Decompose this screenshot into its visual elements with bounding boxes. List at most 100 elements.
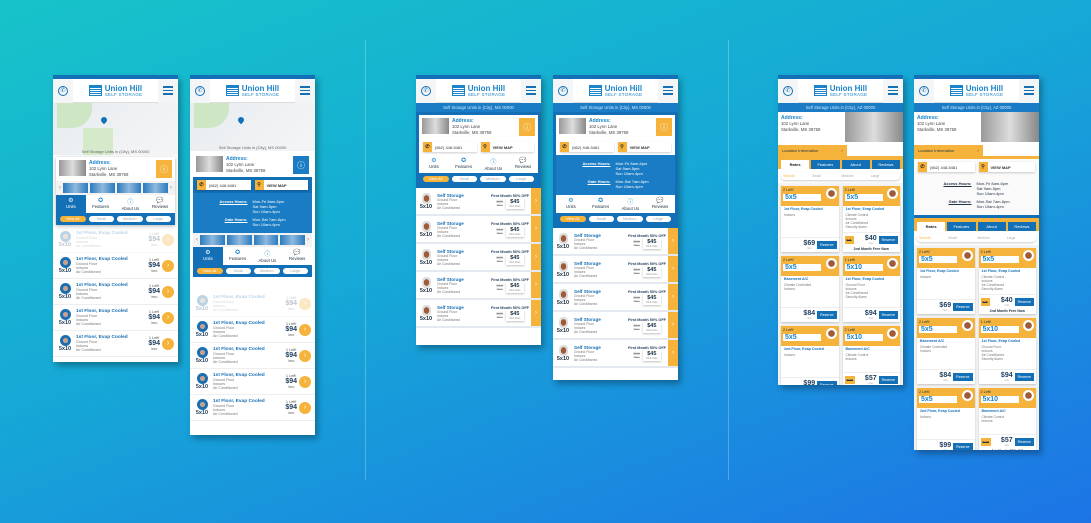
gallery-thumbnail[interactable] (89, 183, 115, 193)
filter-medium[interactable]: Medium (841, 174, 854, 178)
filter-medium[interactable]: Medium (977, 236, 990, 240)
unit-list-item[interactable]: 5x10 Self Storage Ground Floor Indoors Air C… (416, 244, 541, 272)
info-button[interactable]: ⓘ (156, 160, 172, 178)
chevron-right-icon[interactable]: › (162, 285, 174, 298)
logo[interactable]: Union Hill SELF STORAGE (573, 84, 658, 97)
view-map-button[interactable]: ⚲ VIEW MAP (617, 142, 671, 152)
logo[interactable]: Union Hill SELF STORAGE (210, 84, 295, 97)
gallery-thumbnail[interactable] (63, 183, 88, 193)
unit-list-item[interactable]: 5x10 Self Storage Ground Floor Indoors Air C… (553, 256, 678, 284)
unit-list-item[interactable]: 5x10 1st Floor, Evap Cooled Ground Floor In… (190, 317, 315, 343)
phone-button[interactable]: ✆ (662) 448-5481 (423, 142, 477, 152)
chevron-right-icon[interactable]: › (170, 185, 172, 191)
reserve-button[interactable]: Reserve (953, 373, 973, 381)
filter-large[interactable]: Large (870, 174, 880, 178)
filter-medium[interactable]: Medium (617, 216, 643, 222)
filter-large[interactable]: Large (645, 216, 671, 222)
reserve-button[interactable]: Reserve (953, 443, 973, 450)
reserve-button[interactable]: Reserve (1014, 373, 1034, 381)
logo[interactable]: Union Hill SELF STORAGE (798, 84, 883, 97)
filter-small[interactable]: Small (948, 236, 957, 240)
filter-large[interactable]: Large (1006, 236, 1016, 240)
nav-units[interactable]: ⚙ Units (193, 247, 223, 265)
tab-features[interactable]: Features (947, 222, 976, 231)
info-button[interactable]: ⓘ (293, 156, 309, 174)
reserve-button[interactable]: Reserve (1014, 298, 1034, 306)
tab-reviews[interactable]: Reviews (871, 160, 900, 169)
chevron-right-icon[interactable]: › (162, 259, 174, 272)
call-button[interactable]: ✆ (416, 78, 436, 103)
hamburger-menu-icon[interactable] (658, 78, 678, 103)
nav-reviews[interactable]: 💬 Reviews (145, 195, 175, 213)
logo[interactable]: Union Hill SELF STORAGE (934, 84, 1019, 97)
unit-list-item[interactable]: 5x10 Self Storage Ground Floor Indoors Air C… (553, 340, 678, 368)
unit-list-item[interactable]: 5x10 Self Storage Ground Floor Indoors Air C… (416, 300, 541, 328)
unit-list-item[interactable]: 5x10 Self Storage Ground Floor Indoors Air C… (416, 188, 541, 216)
tab-rates[interactable]: Rates (917, 222, 946, 231)
nav-reviews[interactable]: 💬 Reviews (508, 155, 538, 173)
unit-list-item[interactable]: 5x10 Self Storage Ground Floor Indoors Air C… (553, 228, 678, 256)
chevron-right-icon[interactable]: › (299, 375, 311, 388)
facility-photo[interactable] (559, 118, 586, 134)
facility-photo[interactable] (422, 118, 449, 134)
filter-medium[interactable]: Medium (117, 216, 143, 222)
nav-units[interactable]: ⚙ Units (556, 195, 586, 213)
phone-button[interactable]: ✆ (662) 448-5481 (560, 142, 614, 152)
nav-about-us[interactable]: ⓘ About Us (116, 195, 146, 213)
unit-list-item[interactable]: 5x10 1st Floor, Evap Cooled Ground Floor In… (53, 253, 178, 279)
chevron-right-icon[interactable]: › (668, 256, 678, 282)
map-pin-icon[interactable] (99, 115, 109, 125)
gallery-thumbnail[interactable] (200, 235, 225, 245)
map[interactable]: Self Storage Units in {City}, MS 00000 (53, 103, 178, 155)
filter-small[interactable]: Small (88, 216, 114, 222)
logo[interactable]: Union Hill SELF STORAGE (73, 84, 158, 97)
filter-view-all[interactable]: View All (783, 174, 795, 178)
chevron-right-icon[interactable]: › (307, 237, 309, 243)
nav-features[interactable]: ✪ Features (449, 155, 479, 173)
hamburger-menu-icon[interactable] (158, 78, 178, 103)
chevron-right-icon[interactable]: › (299, 297, 311, 310)
logo[interactable]: Union Hill SELF STORAGE (436, 84, 521, 97)
unit-list-item[interactable]: 5x10 1st Floor, Evap Cooled Ground Floor In… (53, 305, 178, 331)
unit-list-item[interactable]: 5x10 1st Floor, Evap Cooled Ground Floor In… (190, 291, 315, 317)
nav-about-us[interactable]: ⓘ About Us (616, 195, 646, 213)
gallery-thumbnail[interactable] (116, 183, 142, 193)
gallery-thumbnail[interactable] (280, 235, 305, 245)
map[interactable]: Self Storage Units in {City}, MS 00000 (190, 103, 315, 151)
hamburger-menu-icon[interactable] (521, 78, 541, 103)
unit-list-item[interactable]: 5x10 Self Storage Ground Floor Indoors Air C… (416, 272, 541, 300)
tab-reviews[interactable]: Reviews (1007, 222, 1036, 231)
chevron-right-icon[interactable]: › (531, 216, 541, 242)
chevron-right-icon[interactable]: › (162, 337, 174, 350)
call-button[interactable]: ✆ (553, 78, 573, 103)
filter-medium[interactable]: Medium (480, 176, 506, 182)
location-information-toggle[interactable]: Location Information › (914, 145, 983, 156)
filter-small[interactable]: Small (451, 176, 477, 182)
unit-list-item[interactable]: 5x10 1st Floor, Evap Cooled Ground Floor In… (53, 227, 178, 253)
filter-large[interactable]: Large (282, 268, 308, 274)
unit-list-item[interactable]: 5x10 1st Floor, Evap Cooled Ground Floor In… (53, 279, 178, 305)
nav-units[interactable]: ⚙ Units (419, 155, 449, 173)
tab-about[interactable]: About (977, 222, 1006, 231)
filter-small[interactable]: Small (225, 268, 251, 274)
hamburger-menu-icon[interactable] (883, 78, 903, 103)
view-map-button[interactable]: ⚲ VIEW MAP (254, 180, 308, 190)
gallery-thumbnail[interactable] (226, 235, 252, 245)
chevron-right-icon[interactable]: › (668, 228, 678, 254)
call-button[interactable]: ✆ (778, 78, 798, 103)
nav-features[interactable]: ✪ Features (586, 195, 616, 213)
chevron-right-icon[interactable]: › (531, 188, 541, 214)
facility-photo[interactable] (196, 156, 223, 172)
unit-list-item[interactable]: 5x10 1st Floor, Evap Cooled Ground Floor In… (190, 369, 315, 395)
call-button[interactable]: ✆ (53, 78, 73, 103)
call-button[interactable]: ✆ (914, 78, 934, 103)
unit-list-item[interactable]: 5x10 Self Storage Ground Floor Indoors Air C… (553, 284, 678, 312)
chevron-right-icon[interactable]: › (531, 300, 541, 326)
tab-rates[interactable]: Rates (781, 160, 810, 169)
reserve-button[interactable]: Reserve (1014, 438, 1034, 446)
facility-photo-carousel[interactable] (845, 112, 903, 142)
nav-reviews[interactable]: 💬 Reviews (282, 247, 312, 265)
tab-features[interactable]: Features (811, 160, 840, 169)
nav-about-us[interactable]: ⓘ About Us (253, 247, 283, 265)
view-map-button[interactable]: ⚲ VIEW MAP (978, 162, 1035, 172)
